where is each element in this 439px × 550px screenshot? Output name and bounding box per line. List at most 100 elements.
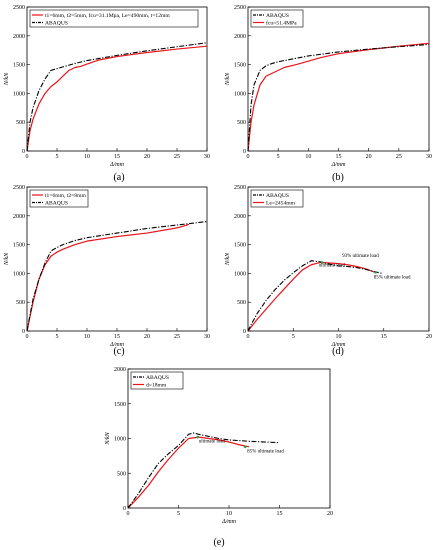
y-tick-label: 1000 [13,271,25,277]
x-axis-label: Δ/mm [221,519,237,525]
series-line-experiment [247,261,375,332]
x-tick-label: 30 [204,334,210,340]
chart-3: 0 5 10 15 20 0 500 1000 1500 2000 2500 Δ/mm N/kN 93% … [225,185,432,357]
x-tick-label: 10 [305,154,311,160]
y-tick-label: 1000 [234,91,246,97]
y-tick-label: 0 [243,149,246,155]
y-tick-label: 0 [243,329,246,335]
y-tick-label: 500 [16,300,25,306]
annotation-label: ultimate load [199,440,226,445]
x-tick-label: 20 [144,154,150,160]
y-tick-label: 1500 [234,243,246,249]
annotation-label: 85% ultimate load [374,276,411,281]
y-tick-label: 2000 [234,34,246,40]
x-tick-label: 25 [174,154,180,160]
legend-label: ABAQUS [45,201,68,207]
x-axis-label: Δ/mm [331,342,347,348]
legend-label: Le=2454mm [266,201,296,207]
y-tick-label: 0 [123,506,126,512]
load-marker [374,270,377,274]
y-tick-label: 1500 [114,402,126,408]
x-tick-label: 5 [177,511,180,517]
x-tick-label: 20 [327,511,333,517]
series-line-abaqus [26,42,208,152]
series-line-experiment [26,45,208,152]
x-tick-label: 30 [426,154,432,160]
x-tick-label: 5 [56,334,59,340]
plot-frame [26,186,208,332]
y-axis-label: N/kN [4,252,10,266]
y-tick-label: 500 [237,300,246,306]
y-tick-label: 1500 [13,63,25,69]
y-tick-label: 0 [22,149,25,155]
legend-label: ABAQUS [266,193,289,199]
figure-caption: (c) [113,346,124,357]
x-tick-label: 20 [366,154,372,160]
x-tick-label: 30 [204,154,210,160]
y-tick-label: 2500 [234,185,246,191]
series-line-abaqus [247,260,383,332]
x-tick-label: 15 [381,334,387,340]
y-tick-label: 2000 [114,367,126,373]
chart-1: 0 5 10 15 20 25 30 0 500 1000 1500 2000 2500 Δ/mm N/kN… [225,5,432,183]
y-tick-label: 0 [22,329,25,335]
series-line-experiment [247,42,430,152]
plot-frame [26,6,208,152]
x-tick-label: 0 [247,154,250,160]
x-tick-label: 20 [144,334,150,340]
legend-label: ABAQUS [266,13,289,19]
y-axis-label: N/kN [4,72,10,86]
x-tick-label: 10 [84,154,90,160]
x-tick-label: 15 [336,154,342,160]
x-tick-label: 5 [56,154,59,160]
figure-caption: (b) [332,172,344,183]
x-axis-label: Δ/mm [109,342,125,348]
legend-box [29,189,89,208]
y-tick-label: 1000 [234,271,246,277]
legend-label: ABAQUS [45,21,68,27]
x-tick-label: 10 [84,334,90,340]
plot-frame [127,368,331,509]
annotation-label: 85% ultimate load [247,449,284,454]
x-tick-label: 15 [277,511,283,517]
x-tick-label: 25 [174,334,180,340]
y-tick-label: 500 [237,120,246,126]
y-axis-label: N/kN [225,252,231,266]
x-tick-label: 10 [226,511,232,517]
series-line-abaqus [127,432,280,509]
y-tick-label: 2000 [234,214,246,220]
plot-frame [247,186,430,332]
x-tick-label: 15 [114,154,120,160]
figure-caption: (e) [213,537,224,548]
y-tick-label: 1500 [13,243,25,249]
x-tick-label: 10 [336,334,342,340]
series-line-experiment [26,223,190,332]
series-line-abaqus [247,43,430,152]
chart-4: 0 5 10 15 20 0 500 1000 1500 2000 Δ/mm N/kN ultimate… [105,367,333,548]
x-tick-label: 0 [26,154,29,160]
annotation-label: 93% ultimate load [342,254,379,259]
y-tick-label: 500 [16,120,25,126]
figure-caption: (a) [113,172,124,183]
y-tick-label: 2500 [13,185,25,191]
legend-label: ABAQUS [146,375,169,381]
y-axis-label: N/kN [105,431,111,445]
legend-box [29,9,199,28]
chart-0: 0 5 10 15 20 25 30 0 500 1000 1500 2000 2500 Δ/mm N/kN… [4,5,210,183]
x-tick-label: 20 [426,334,432,340]
load-marker [196,435,199,439]
x-tick-label: 0 [26,334,29,340]
y-tick-label: 2500 [13,5,25,11]
plot-frame [247,6,430,152]
series-line-experiment [127,436,250,509]
y-tick-label: 2000 [13,214,25,220]
legend-label: d=18mm [146,383,167,389]
figure-caption: (d) [332,346,344,357]
x-axis-label: Δ/mm [109,162,125,168]
load-marker [320,261,324,264]
x-tick-label: 15 [114,334,120,340]
legend-label: t1=6mm, t2=8mm [45,193,86,199]
x-tick-label: 0 [127,511,130,517]
x-tick-label: 0 [247,334,250,340]
